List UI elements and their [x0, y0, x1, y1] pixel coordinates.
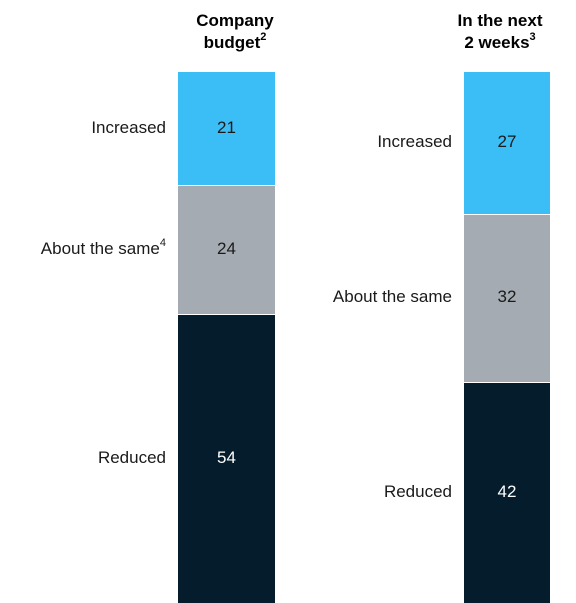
category-label-text: Reduced: [383, 481, 452, 501]
data-label: 54: [217, 447, 236, 467]
bar-segment-about-the-same: [464, 214, 550, 382]
column-title-line2: budget2: [165, 32, 305, 54]
column-title-line2-text: budget: [203, 33, 261, 52]
category-label: About the same4: [40, 236, 166, 259]
column-title-footnote: 3: [529, 31, 536, 44]
data-label: 24: [217, 238, 236, 258]
category-label: Reduced: [384, 482, 452, 502]
bar-segment-increased: [178, 72, 275, 185]
category-label: Reduced: [98, 448, 166, 468]
category-label-footnote: 4: [159, 236, 166, 249]
category-label: Increased: [91, 118, 166, 138]
bar-segment-about-the-same: [178, 185, 275, 314]
category-label-text: About the same: [40, 238, 160, 258]
bar-segment-reduced: [464, 382, 550, 603]
column-title-footnote: 2: [260, 31, 267, 44]
category-label-text: About the same: [332, 287, 452, 306]
category-label-text: Increased: [91, 117, 166, 137]
data-label: 27: [497, 132, 517, 151]
column-title-line1: Company: [196, 11, 274, 30]
category-label: About the same: [333, 287, 452, 307]
bar-segment-increased: [464, 72, 550, 214]
column-title-line1: In the next: [457, 11, 543, 30]
data-label: 21: [217, 117, 236, 137]
category-label: Increased: [377, 132, 452, 152]
column-title: In the next 2 weeks3: [430, 10, 570, 54]
category-label-text: Increased: [377, 132, 452, 151]
column-title: Company budget2: [165, 10, 305, 54]
data-label: 32: [497, 287, 517, 306]
column-title-line2: 2 weeks3: [430, 32, 570, 54]
data-label: 42: [497, 481, 517, 501]
bar-segment-reduced: [178, 314, 275, 603]
column-title-line2-text: 2 weeks: [464, 33, 530, 52]
category-label-text: Reduced: [97, 447, 166, 467]
